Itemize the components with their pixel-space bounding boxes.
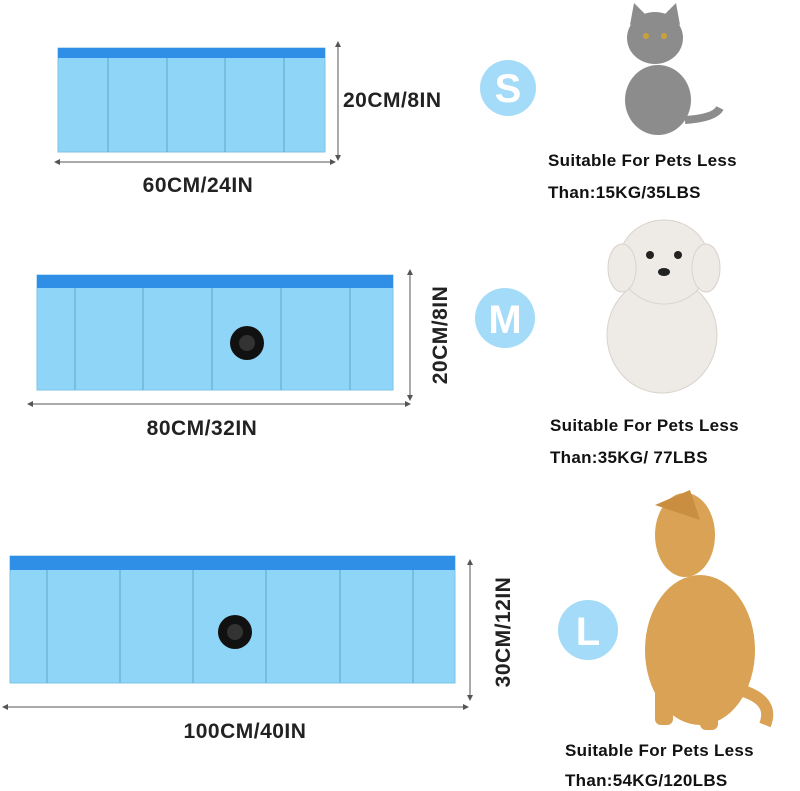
dog-image <box>606 219 721 394</box>
pool-rim <box>10 556 455 570</box>
pool-rim <box>37 275 393 288</box>
description-line: Suitable For Pets Less <box>550 416 739 435</box>
seams <box>74 288 351 390</box>
description-line: Suitable For Pets Less <box>548 151 737 170</box>
pool <box>57 47 326 153</box>
description-line: Than:54KG/120LBS <box>565 771 728 790</box>
size-s: 60CM/24IN 20CM/8IN S Suitable For Pets L… <box>54 3 737 202</box>
seams <box>107 58 285 152</box>
dog-image <box>645 490 774 730</box>
size-badge <box>480 60 536 116</box>
description-line: Suitable For Pets Less <box>565 741 754 760</box>
width-label: 100CM/40IN <box>184 720 307 743</box>
description-line: Than:15KG/35LBS <box>548 183 701 202</box>
height-label: 20CM/8IN <box>343 89 442 112</box>
size-letter: S <box>495 67 522 111</box>
height-label: 30CM/12IN <box>492 577 515 688</box>
cat-image <box>625 3 724 135</box>
size-badge <box>558 600 618 660</box>
size-m: 80CM/32IN 20CM/8IN M Suitable For Pets L… <box>27 219 739 467</box>
seams <box>46 570 414 683</box>
size-l: 100CM/40IN 30CM/12IN L Suitable For Pets… <box>2 490 774 790</box>
pool <box>36 274 394 391</box>
width-label: 60CM/24IN <box>143 174 254 197</box>
pool-rim <box>58 48 325 58</box>
description-line: Than:35KG/ 77LBS <box>550 448 708 467</box>
size-letter: L <box>576 610 600 654</box>
size-letter: M <box>488 298 521 342</box>
size-badge <box>475 288 535 348</box>
height-label: 20CM/8IN <box>429 286 452 385</box>
width-label: 80CM/32IN <box>147 417 258 440</box>
